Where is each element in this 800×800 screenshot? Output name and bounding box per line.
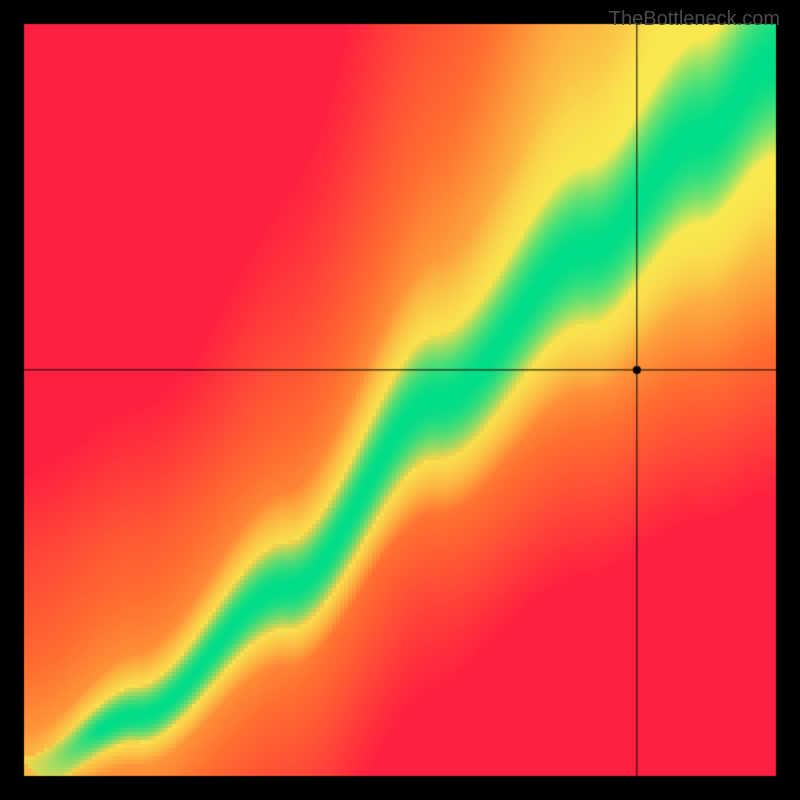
watermark-text: TheBottleneck.com	[609, 8, 780, 31]
heatmap-canvas	[0, 0, 800, 800]
chart-container: TheBottleneck.com	[0, 0, 800, 800]
